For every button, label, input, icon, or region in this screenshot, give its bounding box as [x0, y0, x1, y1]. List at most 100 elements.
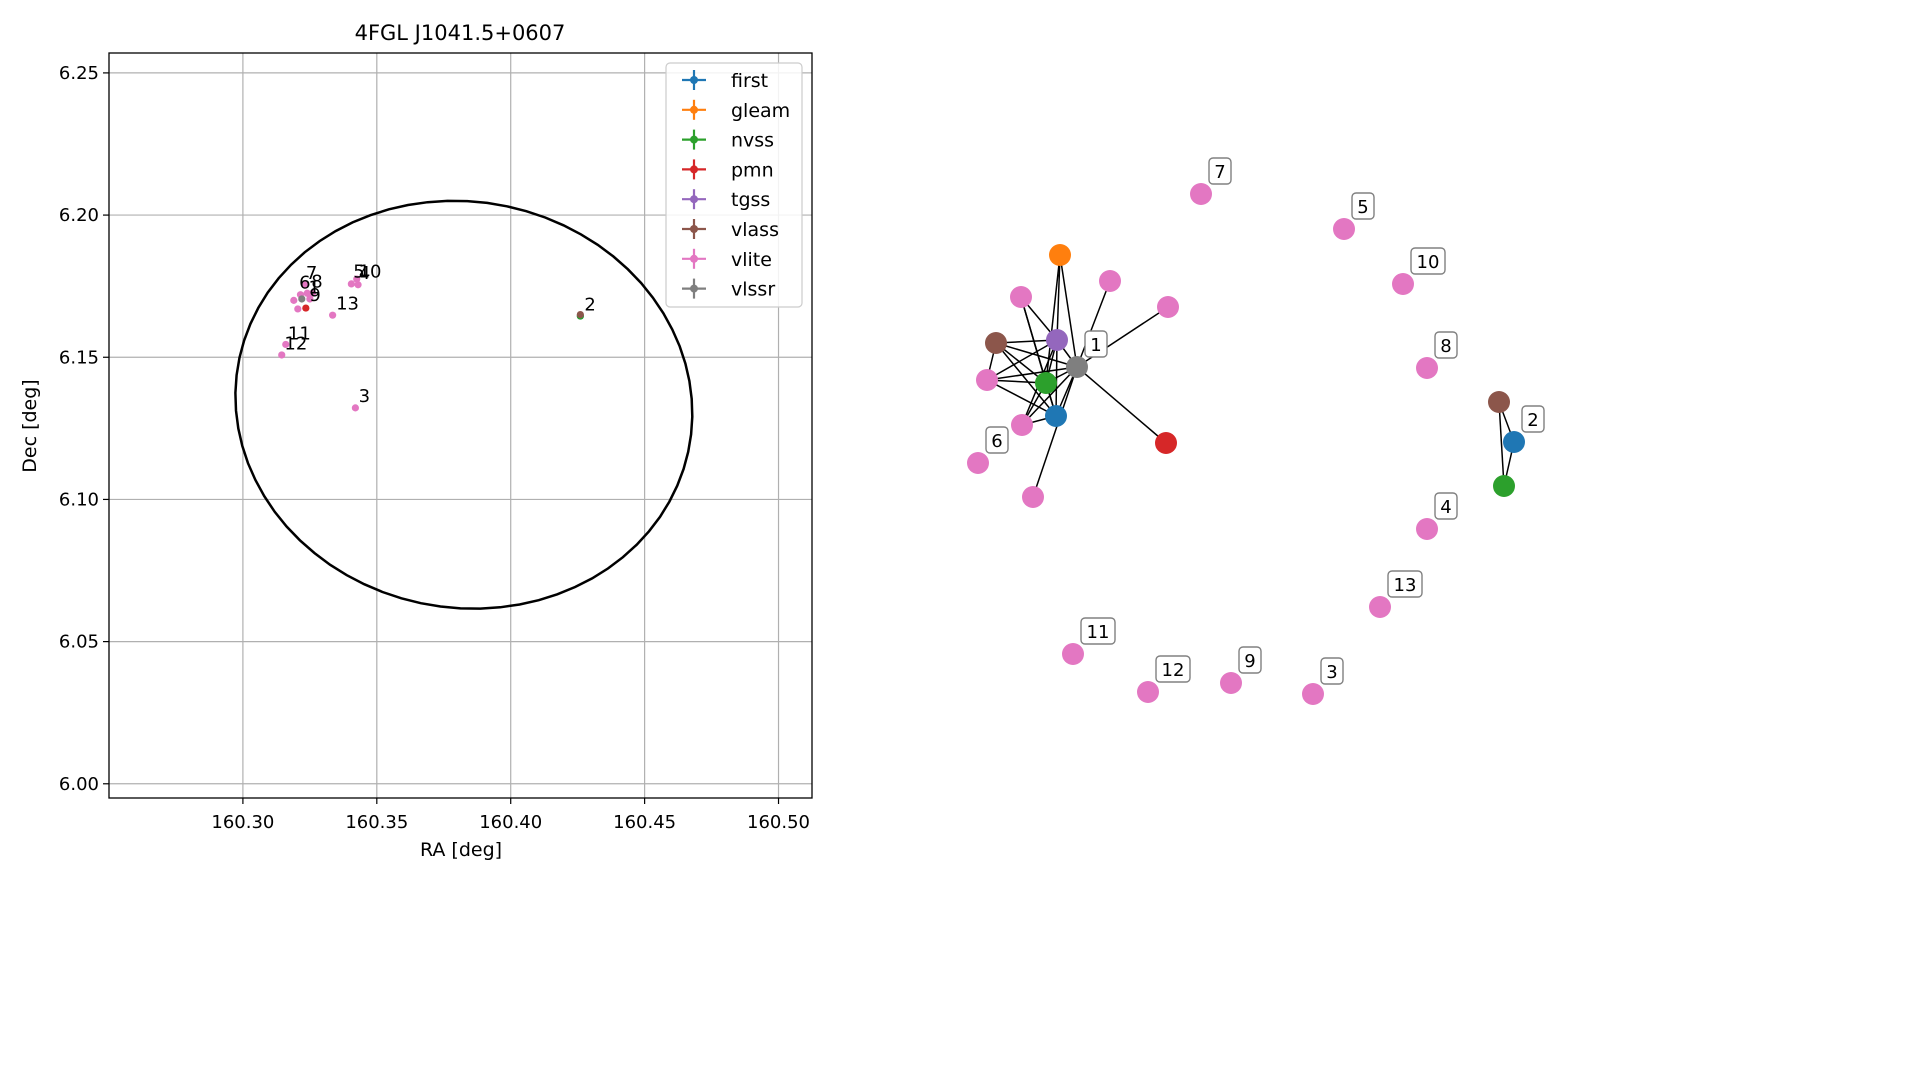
- point-vlite: [294, 305, 302, 313]
- network-edge: [986, 366, 1078, 381]
- node-label-box: [1208, 157, 1232, 185]
- point-label: 6: [299, 272, 310, 293]
- node-label-box: [1410, 247, 1446, 275]
- network-nodes: [967, 183, 1525, 705]
- point-vlite: [308, 289, 317, 297]
- network-node: [1099, 270, 1121, 292]
- network-labels: 1 6 7 5 10 8 2 4 13 11 12 9 3: [985, 157, 1545, 685]
- node-label-box: [1521, 405, 1545, 433]
- node-label-box: [1351, 192, 1375, 220]
- network-node: [1220, 672, 1242, 694]
- legend-dot: [690, 195, 698, 204]
- node-label-box: [985, 426, 1009, 454]
- point-vlite: [278, 351, 286, 359]
- node-label: 5: [1357, 197, 1368, 218]
- node-label: 13: [1394, 575, 1417, 596]
- point-vlite: [354, 281, 362, 289]
- point-vlite: [306, 295, 314, 303]
- legend-label: first: [731, 70, 768, 92]
- point-vlite: [290, 296, 298, 304]
- x-tick-label: 160.30: [211, 812, 274, 833]
- network-node: [1049, 244, 1071, 266]
- node-label-box: [1238, 646, 1262, 674]
- network-node: [1369, 596, 1391, 618]
- node-label-box: [1320, 657, 1344, 685]
- node-label: 1: [1090, 335, 1101, 356]
- legend-label: vlssr: [731, 279, 775, 301]
- legend-label: gleam: [731, 100, 790, 122]
- legend-dot: [690, 105, 698, 114]
- point-vlite: [303, 289, 311, 297]
- network-node: [1022, 486, 1044, 508]
- network-node: [1493, 475, 1515, 497]
- x-tick-label: 160.40: [479, 812, 542, 833]
- legend-label: nvss: [731, 130, 774, 152]
- network-node: [1010, 286, 1032, 308]
- x-tick-label: 160.35: [345, 812, 408, 833]
- node-label: 6: [991, 431, 1002, 452]
- node-label: 3: [1326, 662, 1337, 683]
- legend-box: [665, 62, 803, 308]
- node-label-box: [1084, 330, 1108, 358]
- x-tick-label: 160.45: [613, 812, 676, 833]
- legend-label: vlite: [731, 249, 772, 271]
- network-node: [1503, 431, 1525, 453]
- legend-dot: [690, 284, 698, 293]
- point-vlite: [351, 404, 359, 412]
- network-edge: [1498, 401, 1505, 487]
- network-edge: [995, 342, 1078, 368]
- network-node: [1157, 296, 1179, 318]
- confidence-ellipse: [234, 199, 694, 610]
- network-edge: [1076, 366, 1167, 444]
- legend-dot: [690, 254, 698, 263]
- network-node: [1416, 518, 1438, 540]
- y-axis-ticks: 6.00 6.05 6.10 6.15 6.20 6.25: [59, 63, 109, 795]
- y-tick-label: 6.25: [59, 63, 99, 84]
- network-edge: [1059, 254, 1078, 368]
- point-label: 11: [288, 323, 311, 344]
- x-axis-ticks: 160.30 160.35 160.40 160.45 160.50: [211, 798, 810, 833]
- point-pmn: [302, 304, 310, 312]
- network-node: [967, 452, 989, 474]
- network-node: [1190, 183, 1212, 205]
- node-label-box: [1155, 655, 1191, 683]
- point-vlite: [282, 340, 290, 349]
- network-edge: [1056, 254, 1061, 341]
- point-label: 7: [306, 263, 317, 284]
- y-axis-label: Dec [deg]: [19, 379, 41, 472]
- node-label: 4: [1440, 497, 1451, 518]
- node-label: 11: [1087, 622, 1110, 643]
- network-node: [1062, 643, 1084, 665]
- network-node: [1011, 414, 1033, 436]
- y-tick-label: 6.10: [59, 489, 99, 510]
- data-points: [278, 275, 584, 412]
- network-edge: [995, 342, 1057, 417]
- point-vlass: [576, 311, 584, 319]
- point-label: 5: [353, 262, 364, 283]
- y-tick-label: 6.15: [59, 347, 99, 368]
- node-label-box: [1434, 492, 1458, 520]
- legend-dot: [690, 225, 698, 233]
- point-label: 2: [584, 294, 595, 315]
- node-label: 2: [1527, 410, 1538, 431]
- chart-title: 4FGL J1041.5+0607: [355, 21, 566, 45]
- y-tick-label: 6.00: [59, 774, 99, 795]
- legend-dot: [690, 76, 698, 84]
- network-node: [1046, 329, 1068, 351]
- node-label: 7: [1214, 162, 1225, 183]
- point-vlssr: [298, 295, 306, 303]
- x-axis-label: RA [deg]: [420, 839, 502, 861]
- legend-label: tgss: [731, 189, 770, 211]
- network-node: [1302, 683, 1324, 705]
- point-vlite: [353, 275, 361, 283]
- node-label: 10: [1417, 252, 1440, 273]
- point-vlite: [347, 280, 355, 288]
- network-edge: [1076, 280, 1111, 368]
- network-edge: [986, 379, 1057, 417]
- network-node: [976, 369, 998, 391]
- y-tick-label: 6.20: [59, 205, 99, 226]
- node-label: 9: [1244, 651, 1255, 672]
- y-tick-label: 6.05: [59, 632, 99, 653]
- point-label: 10: [359, 262, 382, 283]
